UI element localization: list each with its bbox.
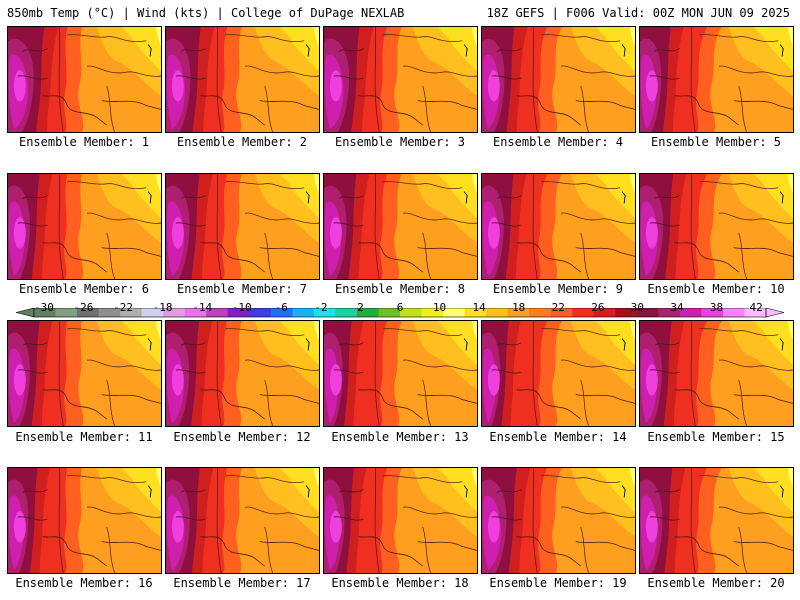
ensemble-member-map-6 [7,173,162,280]
ensemble-member-map-1 [7,26,162,133]
colorbar-swatch [507,308,530,317]
temperature-colorbar: -30 -26 -22 -18 -14 -10 -6 -2 2 6 10 14 18 22 26 30 34 38… [10,301,790,320]
ensemble-member-map-13 [323,320,478,427]
colorbar-swatch [593,308,616,317]
colorbar-tick-label: -14 [192,301,213,314]
colorbar-tick-label: 18 [512,301,526,314]
colorbar-low-arrow [15,308,35,318]
colorbar-swatch [356,308,379,317]
colorbar-swatch [658,308,681,317]
ensemble-member-label: Ensemble Member: 12 [173,430,311,444]
colorbar-swatch [400,308,423,317]
ensemble-member-map-10 [639,173,794,280]
ensemble-member-map-7 [165,173,320,280]
ensemble-member-map-4 [481,26,636,133]
colorbar-swatch [421,308,444,317]
ensemble-member-map-12 [165,320,320,427]
colorbar-swatch [292,308,315,317]
colorbar-swatch [313,308,336,317]
colorbar-tick-label: 34 [670,301,684,314]
ensemble-member-label: Ensemble Member: 1 [18,135,150,149]
ensemble-member-label: Ensemble Member: 8 [334,282,466,296]
ensemble-member-map-2 [165,26,320,133]
ensemble-member-label: Ensemble Member: 19 [489,576,627,590]
ensemble-member-map-14 [481,320,636,427]
ensemble-member-label: Ensemble Member: 16 [15,576,153,590]
ensemble-member-label: Ensemble Member: 5 [650,135,782,149]
ensemble-member-label: Ensemble Member: 9 [492,282,624,296]
colorbar-swatch [378,308,401,317]
colorbar-tick-label: -18 [152,301,173,314]
colorbar-swatch [163,308,186,317]
colorbar-swatch [98,308,121,317]
colorbar-swatch [679,308,702,317]
ensemble-member-map-20 [639,467,794,574]
ensemble-member-label: Ensemble Member: 15 [647,430,785,444]
ensemble-member-label: Ensemble Member: 3 [334,135,466,149]
ensemble-member-map-17 [165,467,320,574]
colorbar-swatch [636,308,659,317]
colorbar-tick-label: -2 [314,301,328,314]
colorbar-swatch [227,308,250,317]
colorbar-swatch [464,308,487,317]
colorbar-swatch [270,308,293,317]
ensemble-member-label: Ensemble Member: 17 [173,576,311,590]
colorbar-tick-label: 30 [630,301,645,314]
colorbar-swatch [249,308,272,317]
colorbar-high-arrow [765,308,785,318]
ensemble-member-map-18 [323,467,478,574]
colorbar-swatch [744,308,767,317]
ensemble-member-map-19 [481,467,636,574]
ensemble-member-label: Ensemble Member: 20 [647,576,785,590]
colorbar-swatch [141,308,164,317]
colorbar-swatch [335,308,358,317]
ensemble-member-label: Ensemble Member: 4 [492,135,624,149]
ensemble-member-map-15 [639,320,794,427]
ensemble-member-label: Ensemble Member: 13 [331,430,469,444]
colorbar-tick-label: -10 [231,301,252,314]
colorbar-swatch [572,308,595,317]
colorbar-swatch [206,308,229,317]
ensemble-member-label: Ensemble Member: 10 [647,282,785,296]
ensemble-member-label: Ensemble Member: 11 [15,430,153,444]
colorbar-swatch [443,308,466,317]
ensemble-member-label: Ensemble Member: 7 [176,282,308,296]
colorbar-swatch [486,308,509,317]
ensemble-member-map-8 [323,173,478,280]
map-title: 850mb Temp (°C) | Wind (kts) | College o… [7,6,405,20]
colorbar-swatch [55,308,78,317]
colorbar-swatch [701,308,724,317]
colorbar-swatch [615,308,638,317]
colorbar-tick-label: 2 [357,301,364,314]
colorbar-tick-label: 6 [396,301,404,314]
colorbar-tick-label: -26 [73,301,94,314]
ensemble-member-map-5 [639,26,794,133]
colorbar-tick-label: 26 [591,301,605,314]
colorbar-tick-label: -22 [113,301,133,314]
colorbar-tick-label: 38 [709,301,724,314]
colorbar-swatches [15,308,785,318]
colorbar-swatch [550,308,573,317]
ensemble-member-map-3 [323,26,478,133]
colorbar-swatch [77,308,100,317]
colorbar-tick-label: 22 [551,301,565,314]
run-valid-time: 18Z GEFS | F006 Valid: 00Z MON JUN 09 20… [486,6,790,20]
colorbar-tick-label: 10 [432,301,447,314]
colorbar-swatch [184,308,207,317]
ensemble-member-label: Ensemble Member: 14 [489,430,627,444]
colorbar-tick-label: 14 [472,301,486,314]
colorbar-tick-label: -6 [274,301,288,314]
ensemble-member-label: Ensemble Member: 2 [176,135,308,149]
ensemble-member-label: Ensemble Member: 18 [331,576,469,590]
colorbar-tick-label: -30 [33,301,54,314]
colorbar-swatch [529,308,552,317]
ensemble-member-map-9 [481,173,636,280]
colorbar-tick-label: 42 [749,301,763,314]
ensemble-member-label: Ensemble Member: 6 [18,282,150,296]
ensemble-member-map-11 [7,320,162,427]
colorbar-swatch [34,308,57,317]
colorbar-swatch [120,308,143,317]
ensemble-member-map-16 [7,467,162,574]
colorbar-swatch [722,308,745,317]
